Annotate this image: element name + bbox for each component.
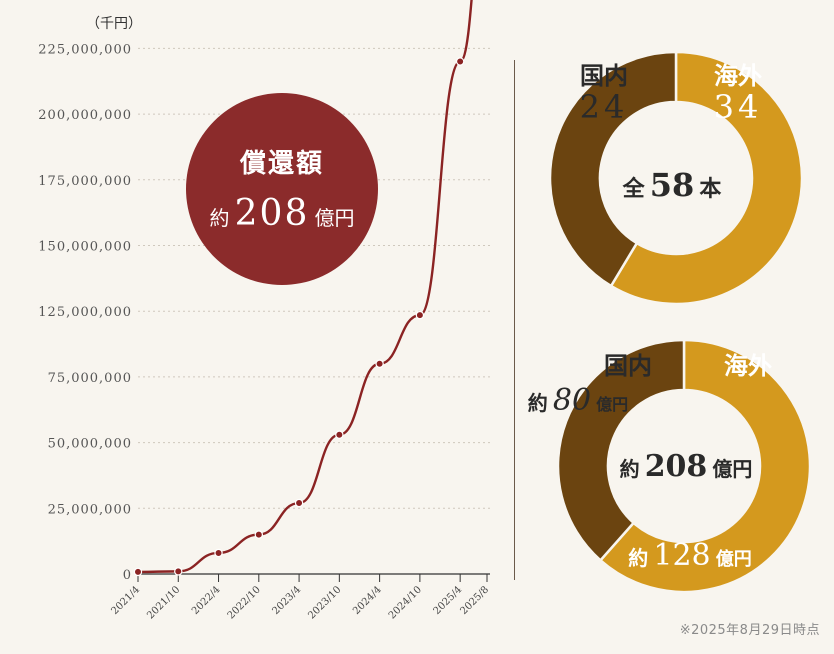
donut2-overseas-name: 海外 xyxy=(724,352,772,380)
y-tick-label: 200,000,000 xyxy=(38,108,132,123)
donut-slice xyxy=(598,338,812,594)
y-tick-label: 125,000,000 xyxy=(38,305,132,320)
donut2-domestic-name: 国内 xyxy=(604,352,652,380)
callout-suffix: 億円 xyxy=(314,206,354,230)
x-tick-label: 2023/10 xyxy=(306,584,343,621)
donut1-overseas-count: 34 xyxy=(714,88,763,126)
y-tick-label: 175,000,000 xyxy=(38,174,132,189)
callout-prefix: 約 xyxy=(210,206,230,230)
donut-slice xyxy=(609,50,804,306)
data-point xyxy=(254,530,264,539)
data-point xyxy=(335,430,344,439)
x-axis: 2021/4 2021/10 2022/4 2022/10 2023/4 2023/10 2… xyxy=(109,573,491,621)
x-tick-label: 2025/8 xyxy=(458,584,491,617)
redemption-amount-labels: 国内 約 80 億円 海外 約 128 億円 約 208 億円 xyxy=(528,352,772,573)
callout-number: 208 xyxy=(235,193,310,234)
donut2-center-number: 208 xyxy=(645,449,708,484)
donut2-overseas-amount: 約 128 億円 xyxy=(628,538,751,573)
callout-title: 償還額 xyxy=(239,149,324,179)
data-point xyxy=(455,57,465,66)
callout-circle xyxy=(186,93,378,285)
x-tick-label: 2022/10 xyxy=(226,584,263,621)
data-point xyxy=(214,548,223,558)
x-tick-label: 2023/4 xyxy=(271,584,304,617)
x-tick-label: 2024/10 xyxy=(387,584,424,621)
donut2-center-total: 約 208 億円 xyxy=(620,449,753,484)
donut1-domestic-count: 24 xyxy=(580,88,629,126)
x-tick-label: 2022/4 xyxy=(190,584,223,617)
x-tick-label: 2021/10 xyxy=(145,584,182,621)
donut1-overseas-name: 海外 xyxy=(714,62,762,90)
donut2-center-prefix: 約 xyxy=(620,457,640,481)
data-point xyxy=(174,567,183,576)
donut2-overseas-number: 128 xyxy=(653,538,710,573)
y-tick-label: 50,000,000 xyxy=(48,437,132,452)
footnote: ※2025年8月29日時点 xyxy=(679,623,820,638)
x-tick-label: 2021/4 xyxy=(109,584,142,617)
cumulative-redemption-line-chart: （千円） 0 25,000,000 50,000,000 75,000,000 125,… xyxy=(38,0,491,621)
series-line xyxy=(133,0,473,577)
data-point xyxy=(294,498,304,508)
donut2-domestic-suffix: 億円 xyxy=(596,395,628,414)
data-point xyxy=(375,359,384,368)
y-tick-label: 25,000,000 xyxy=(48,502,132,517)
y-tick-label: 75,000,000 xyxy=(48,371,132,386)
x-tick-label: 2024/4 xyxy=(351,584,384,617)
donut2-center-suffix: 億円 xyxy=(712,457,752,481)
y-tick-label: 225,000,000 xyxy=(38,42,132,57)
y-tick-labels: 0 25,000,000 50,000,000 75,000,000 125,000,0… xyxy=(38,42,132,583)
callout-amount: 約 208 億円 xyxy=(210,193,355,234)
donut1-domestic-name: 国内 xyxy=(580,62,628,90)
series-path xyxy=(137,0,473,574)
y-axis-unit-label: （千円） xyxy=(86,16,142,32)
y-tick-label: 150,000,000 xyxy=(38,240,132,255)
donut1-center-prefix: 全 xyxy=(622,176,646,202)
donut2-domestic-prefix: 約 xyxy=(528,391,548,415)
donut-slice xyxy=(548,50,678,288)
bond-count-labels: 国内 24 海外 34 全 58 本 xyxy=(580,62,763,204)
donut2-domestic-number: 80 xyxy=(553,383,591,418)
donut1-center-number: 58 xyxy=(650,166,695,204)
donut2-overseas-suffix: 億円 xyxy=(716,548,752,570)
redemption-total-callout: 償還額 約 208 億円 xyxy=(186,93,378,285)
donut2-overseas-prefix: 約 xyxy=(628,546,648,570)
y-tick-label: 0 xyxy=(123,568,132,583)
x-tick-label: 2025/4 xyxy=(432,584,465,617)
section-divider xyxy=(514,60,515,580)
bond-count-donut xyxy=(548,50,804,306)
donut1-center-suffix: 本 xyxy=(699,177,721,202)
donut1-center-total: 全 58 本 xyxy=(622,166,722,204)
redemption-amount-donut xyxy=(556,338,812,594)
donut-slice xyxy=(556,338,686,563)
data-point xyxy=(133,567,143,577)
data-point xyxy=(415,310,425,320)
donut2-domestic-amount: 約 80 億円 xyxy=(528,383,628,418)
